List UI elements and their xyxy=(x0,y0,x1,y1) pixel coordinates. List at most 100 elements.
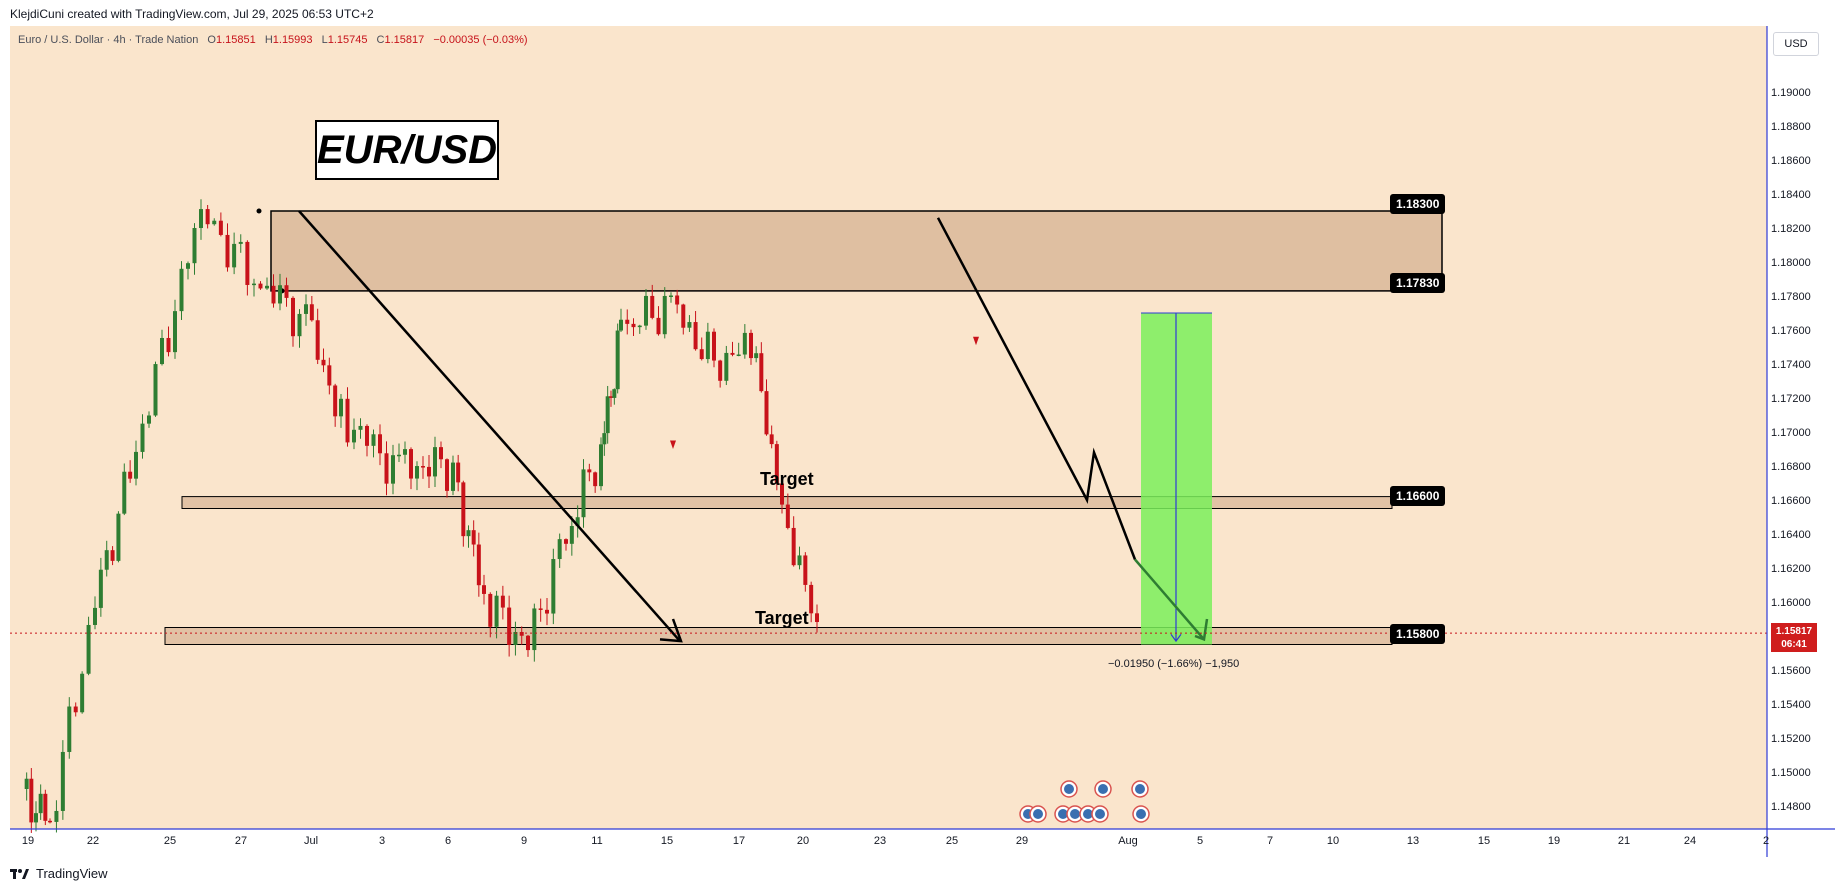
candle-body xyxy=(791,527,796,566)
candle-body xyxy=(48,820,52,823)
candle-body xyxy=(278,285,282,304)
chart-area[interactable]: 1.19000 1.18800 1.18600 1.18400 1.18200 1.180… xyxy=(10,26,1835,857)
candle-body xyxy=(110,550,115,561)
candle-body xyxy=(797,555,802,566)
low-value: 1.15745 xyxy=(327,34,368,46)
candle-body xyxy=(265,285,269,289)
symbol-info: Euro / U.S. Dollar · 4h · Trade Nation O… xyxy=(18,34,528,46)
candle-body xyxy=(371,434,376,446)
candle-body xyxy=(80,673,85,713)
candle-body xyxy=(128,471,133,479)
candle-body xyxy=(60,751,65,811)
price-tag-resistance-top: 1.18300 xyxy=(1390,194,1446,214)
x-tick-label-14: 29 xyxy=(1016,835,1028,847)
price-axis-background xyxy=(1767,26,1835,857)
candle-body xyxy=(54,810,59,822)
x-tick-label-24: 2 xyxy=(1763,835,1769,847)
candle-body xyxy=(581,469,586,518)
x-tick-label-10: 17 xyxy=(733,835,745,847)
candle-body xyxy=(365,425,369,446)
candle-body xyxy=(736,354,741,357)
x-tick-label-2: 25 xyxy=(164,835,176,847)
price-tag-resistance-bottom: 1.17830 xyxy=(1390,273,1446,293)
candle-body xyxy=(513,631,518,645)
tradingview-logo-icon xyxy=(10,868,29,879)
candle-body xyxy=(403,449,407,455)
y-tick-label-5: 1.18000 xyxy=(1771,257,1811,269)
x-tick-label-3: 27 xyxy=(235,835,247,847)
change-value: −0.00035 (−0.03%) xyxy=(433,34,528,46)
candle-body xyxy=(421,466,425,468)
candle-body xyxy=(500,595,505,608)
candle-body xyxy=(218,220,223,235)
candle-body xyxy=(488,593,493,627)
candle-body xyxy=(86,624,91,674)
tradingview-logo[interactable]: TradingView xyxy=(10,866,108,881)
event-icon-core-5 xyxy=(1058,809,1068,819)
x-tick-label-5: 3 xyxy=(379,835,385,847)
candle-body xyxy=(122,471,127,514)
x-tick-label-9: 15 xyxy=(661,835,673,847)
event-icon-core-7 xyxy=(1083,809,1093,819)
down-arrow-head-1 xyxy=(659,618,683,643)
candle-body xyxy=(205,209,210,225)
candle-body xyxy=(815,613,819,623)
candle-body xyxy=(769,434,774,445)
candle-body xyxy=(397,454,401,457)
candle-body xyxy=(134,451,138,479)
candle-body xyxy=(43,793,48,821)
candle-body xyxy=(724,352,729,381)
candle-body xyxy=(427,466,431,477)
candle-body xyxy=(519,631,524,636)
x-tick-label-11: 20 xyxy=(797,835,809,847)
candle-body xyxy=(67,706,72,752)
candle-body xyxy=(140,423,145,452)
candle-body xyxy=(619,319,623,331)
candle-body xyxy=(631,323,636,328)
high-value: 1.15993 xyxy=(272,34,313,46)
bottom-strip xyxy=(0,857,1835,892)
candle-body xyxy=(656,317,661,335)
candle-body xyxy=(284,285,289,298)
chart-title-box[interactable]: EUR/USD xyxy=(315,120,499,180)
close-label: C xyxy=(376,34,385,46)
x-tick-label-18: 10 xyxy=(1327,835,1339,847)
y-tick-label-2: 1.18600 xyxy=(1771,155,1811,167)
last-price-countdown: 06:41 xyxy=(1781,639,1807,650)
candle-body xyxy=(415,466,419,479)
candle-body xyxy=(780,483,784,505)
candle-body xyxy=(321,359,326,366)
candle-body xyxy=(232,243,237,268)
candle-body xyxy=(345,398,350,443)
candle-body xyxy=(179,268,184,312)
candle-body xyxy=(98,569,103,608)
candle-body xyxy=(433,447,437,477)
y-tick-label-13: 1.16400 xyxy=(1771,529,1811,541)
x-tick-label-0: 19 xyxy=(22,835,34,847)
x-tick-label-15: Aug xyxy=(1118,835,1138,847)
x-tick-label-23: 24 xyxy=(1684,835,1696,847)
candle-body xyxy=(564,539,568,544)
signal-marker-1 xyxy=(670,440,676,449)
candle-body xyxy=(593,472,598,487)
forecast-path-green xyxy=(1134,558,1205,641)
chart-svg[interactable]: 1.19000 1.18800 1.18600 1.18400 1.18200 1.180… xyxy=(10,26,1835,857)
candle-body xyxy=(271,285,276,304)
candle-body xyxy=(705,331,710,360)
candle-body xyxy=(569,526,574,544)
y-tick-label-9: 1.17200 xyxy=(1771,393,1811,405)
candle-body xyxy=(609,396,613,398)
target-label-upper: Target xyxy=(760,469,814,489)
candle-body xyxy=(192,228,197,264)
candle-body xyxy=(482,585,486,594)
y-tick-label-19: 1.15200 xyxy=(1771,733,1811,745)
candle-body xyxy=(327,365,332,386)
projection-measure-arrowhead xyxy=(1170,633,1182,643)
event-icon-core-9 xyxy=(1136,809,1146,819)
candle-body xyxy=(602,433,607,445)
x-tick-label-7: 9 xyxy=(521,835,527,847)
candle-body xyxy=(252,283,256,286)
forecast-path-black xyxy=(936,217,1137,560)
y-tick-label-0: 1.19000 xyxy=(1771,87,1811,99)
currency-button[interactable]: USD xyxy=(1773,32,1819,56)
